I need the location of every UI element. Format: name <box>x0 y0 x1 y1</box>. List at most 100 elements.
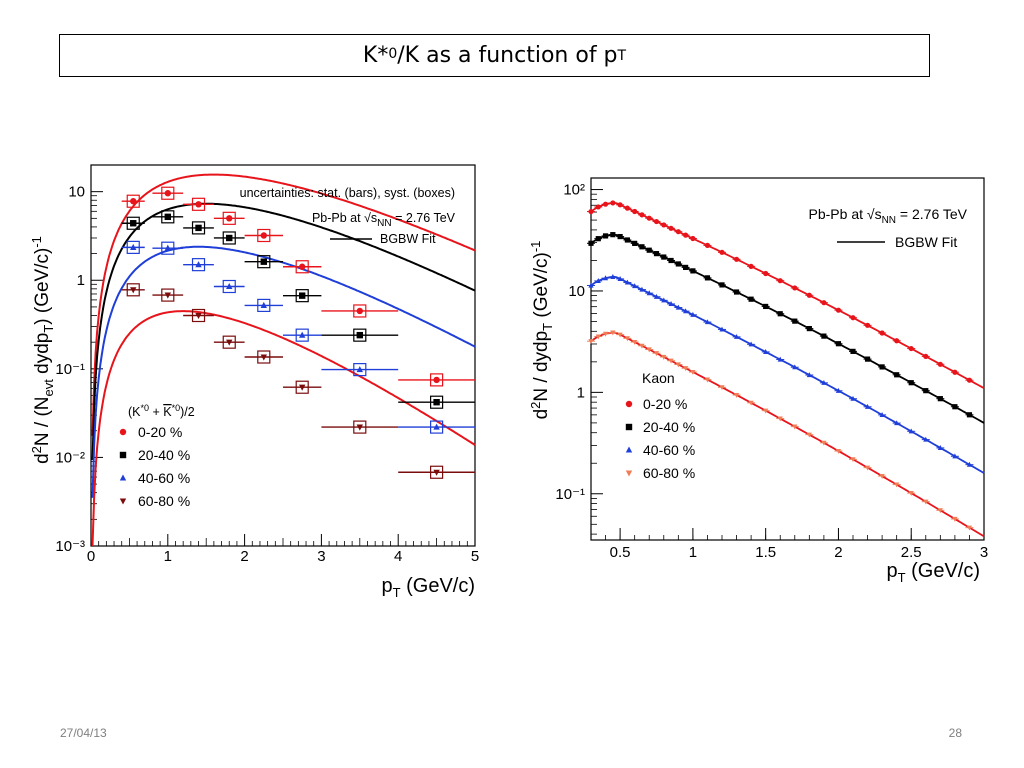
kaon-data-point <box>952 404 958 410</box>
kaon-collision-label: Pb-Pb at √sNN = 2.76 TeV <box>809 206 968 226</box>
kaon-data-point <box>792 318 798 324</box>
kaon-data-point <box>821 379 827 385</box>
kstar-data-point <box>299 331 306 338</box>
kaon-legend-marker <box>625 446 633 453</box>
slide-date: 27/04/13 <box>60 726 107 740</box>
kstar-syst-box <box>295 328 309 342</box>
kaon-data-point <box>937 396 943 402</box>
kaon-data-point <box>923 436 929 442</box>
kaon-data-point <box>704 319 711 325</box>
kaon-data-point <box>610 274 616 279</box>
kstar-y-tick-label: 10⁻¹ <box>55 361 85 378</box>
kaon-data-point <box>653 218 660 225</box>
kaon-data-point <box>894 482 900 488</box>
kaon-data-point <box>952 516 958 522</box>
kaon-y-axis-label: d2N / dydpT (GeV/c)-1 <box>528 241 555 420</box>
kstar-data-point <box>299 384 306 391</box>
kaon-y-tick-label: 10⁻¹ <box>555 486 585 503</box>
kaon-data-point <box>602 331 609 337</box>
kaon-data-point <box>602 233 609 239</box>
kaon-data-point <box>923 388 929 394</box>
kstar-syst-box <box>257 298 271 313</box>
kaon-data-point <box>966 412 973 418</box>
kaon-data-point <box>646 247 652 253</box>
kaon-data-point <box>733 289 740 295</box>
kaon-x-tick-label: 3 <box>980 544 988 561</box>
kaon-data-point <box>748 296 754 302</box>
kaon-data-point <box>908 345 914 352</box>
kstar-legend-marker <box>119 474 127 481</box>
kaon-data-point <box>879 474 885 479</box>
kaon-y-tick-label: 10² <box>563 182 585 199</box>
kaon-data-point <box>617 233 623 240</box>
kstar-syst-box <box>222 231 236 245</box>
kaon-data-point <box>602 275 609 281</box>
title-sup: 0 <box>388 45 398 62</box>
kstar-y-axis-label: d2N / (Nevt dydpT) (GeV/c)-1 <box>29 236 56 464</box>
kstar-syst-box <box>295 260 309 274</box>
kaon-data-point <box>675 261 681 267</box>
kaon-data-point <box>748 341 754 347</box>
kaon-data-point <box>879 364 885 370</box>
kaon-data-point <box>821 300 827 306</box>
kstar-data-point <box>130 198 137 205</box>
kstar-legend-label: 20-40 % <box>138 447 190 463</box>
kaon-data-point <box>690 369 696 375</box>
kaon-data-point <box>923 499 929 505</box>
kaon-data-point <box>835 448 842 454</box>
kstar-data-point <box>433 423 440 430</box>
kaon-species-label: Kaon <box>642 370 675 386</box>
kaon-data-point <box>835 341 842 347</box>
kaon-data-point <box>675 304 681 310</box>
kaon-data-point <box>595 278 601 283</box>
kstar-x-tick-label: 4 <box>394 548 402 565</box>
kaon-data-point <box>894 372 900 378</box>
kaon-data-point <box>675 362 681 368</box>
kstar-data-point <box>164 292 171 299</box>
kaon-data-point <box>617 276 623 281</box>
kaon-data-point <box>894 420 900 426</box>
kaon-data-point <box>864 403 871 409</box>
kaon-data-point <box>588 208 594 215</box>
kstar-x-tick-label: 5 <box>471 548 479 565</box>
kaon-data-point <box>661 354 667 360</box>
kstar-syst-box <box>191 221 206 235</box>
kaon-data-point <box>632 283 638 289</box>
kaon-data-point <box>653 351 660 357</box>
kstar-y-tick-label: 1 <box>77 272 85 289</box>
kaon-x-tick-label: 1.5 <box>755 544 776 561</box>
kstar-data-point <box>130 287 137 294</box>
kaon-data-point <box>602 201 609 207</box>
kaon-data-point <box>763 349 769 354</box>
kaon-data-point <box>624 279 630 285</box>
kstar-syst-box <box>257 255 271 269</box>
kaon-data-point <box>908 491 914 496</box>
kaon-data-point <box>864 356 871 362</box>
kaon-data-point <box>792 364 798 370</box>
kaon-data-point <box>704 242 711 248</box>
kaon-data-point <box>639 343 645 349</box>
kstar-legend-label: 40-60 % <box>138 470 190 486</box>
kaon-data-point <box>937 445 943 450</box>
kaon-data-point <box>777 278 783 284</box>
kaon-plot-frame <box>590 177 985 541</box>
kaon-data-point <box>595 204 601 210</box>
kstar-syst-box <box>353 304 367 318</box>
kstar-data-point <box>356 331 363 339</box>
kaon-data-point <box>719 385 725 391</box>
kaon-data-point <box>777 416 783 422</box>
kaon-data-point <box>653 251 660 257</box>
kaon-data-point <box>704 275 711 281</box>
kaon-x-tick-label: 0.5 <box>610 544 631 561</box>
kaon-data-point <box>748 400 754 406</box>
kaon-data-point <box>763 303 769 310</box>
kstar-syst-box <box>126 216 140 230</box>
kstar-legend-header: (K*0 + K*0)/2 <box>128 403 195 419</box>
kaon-data-point <box>850 315 856 321</box>
kaon-data-point <box>668 301 674 306</box>
kaon-data-point <box>653 293 660 299</box>
kaon-data-point <box>777 311 783 317</box>
kaon-x-tick-label: 2 <box>834 544 842 561</box>
kstar-syst-box <box>161 288 175 302</box>
kaon-data-point <box>661 254 667 260</box>
